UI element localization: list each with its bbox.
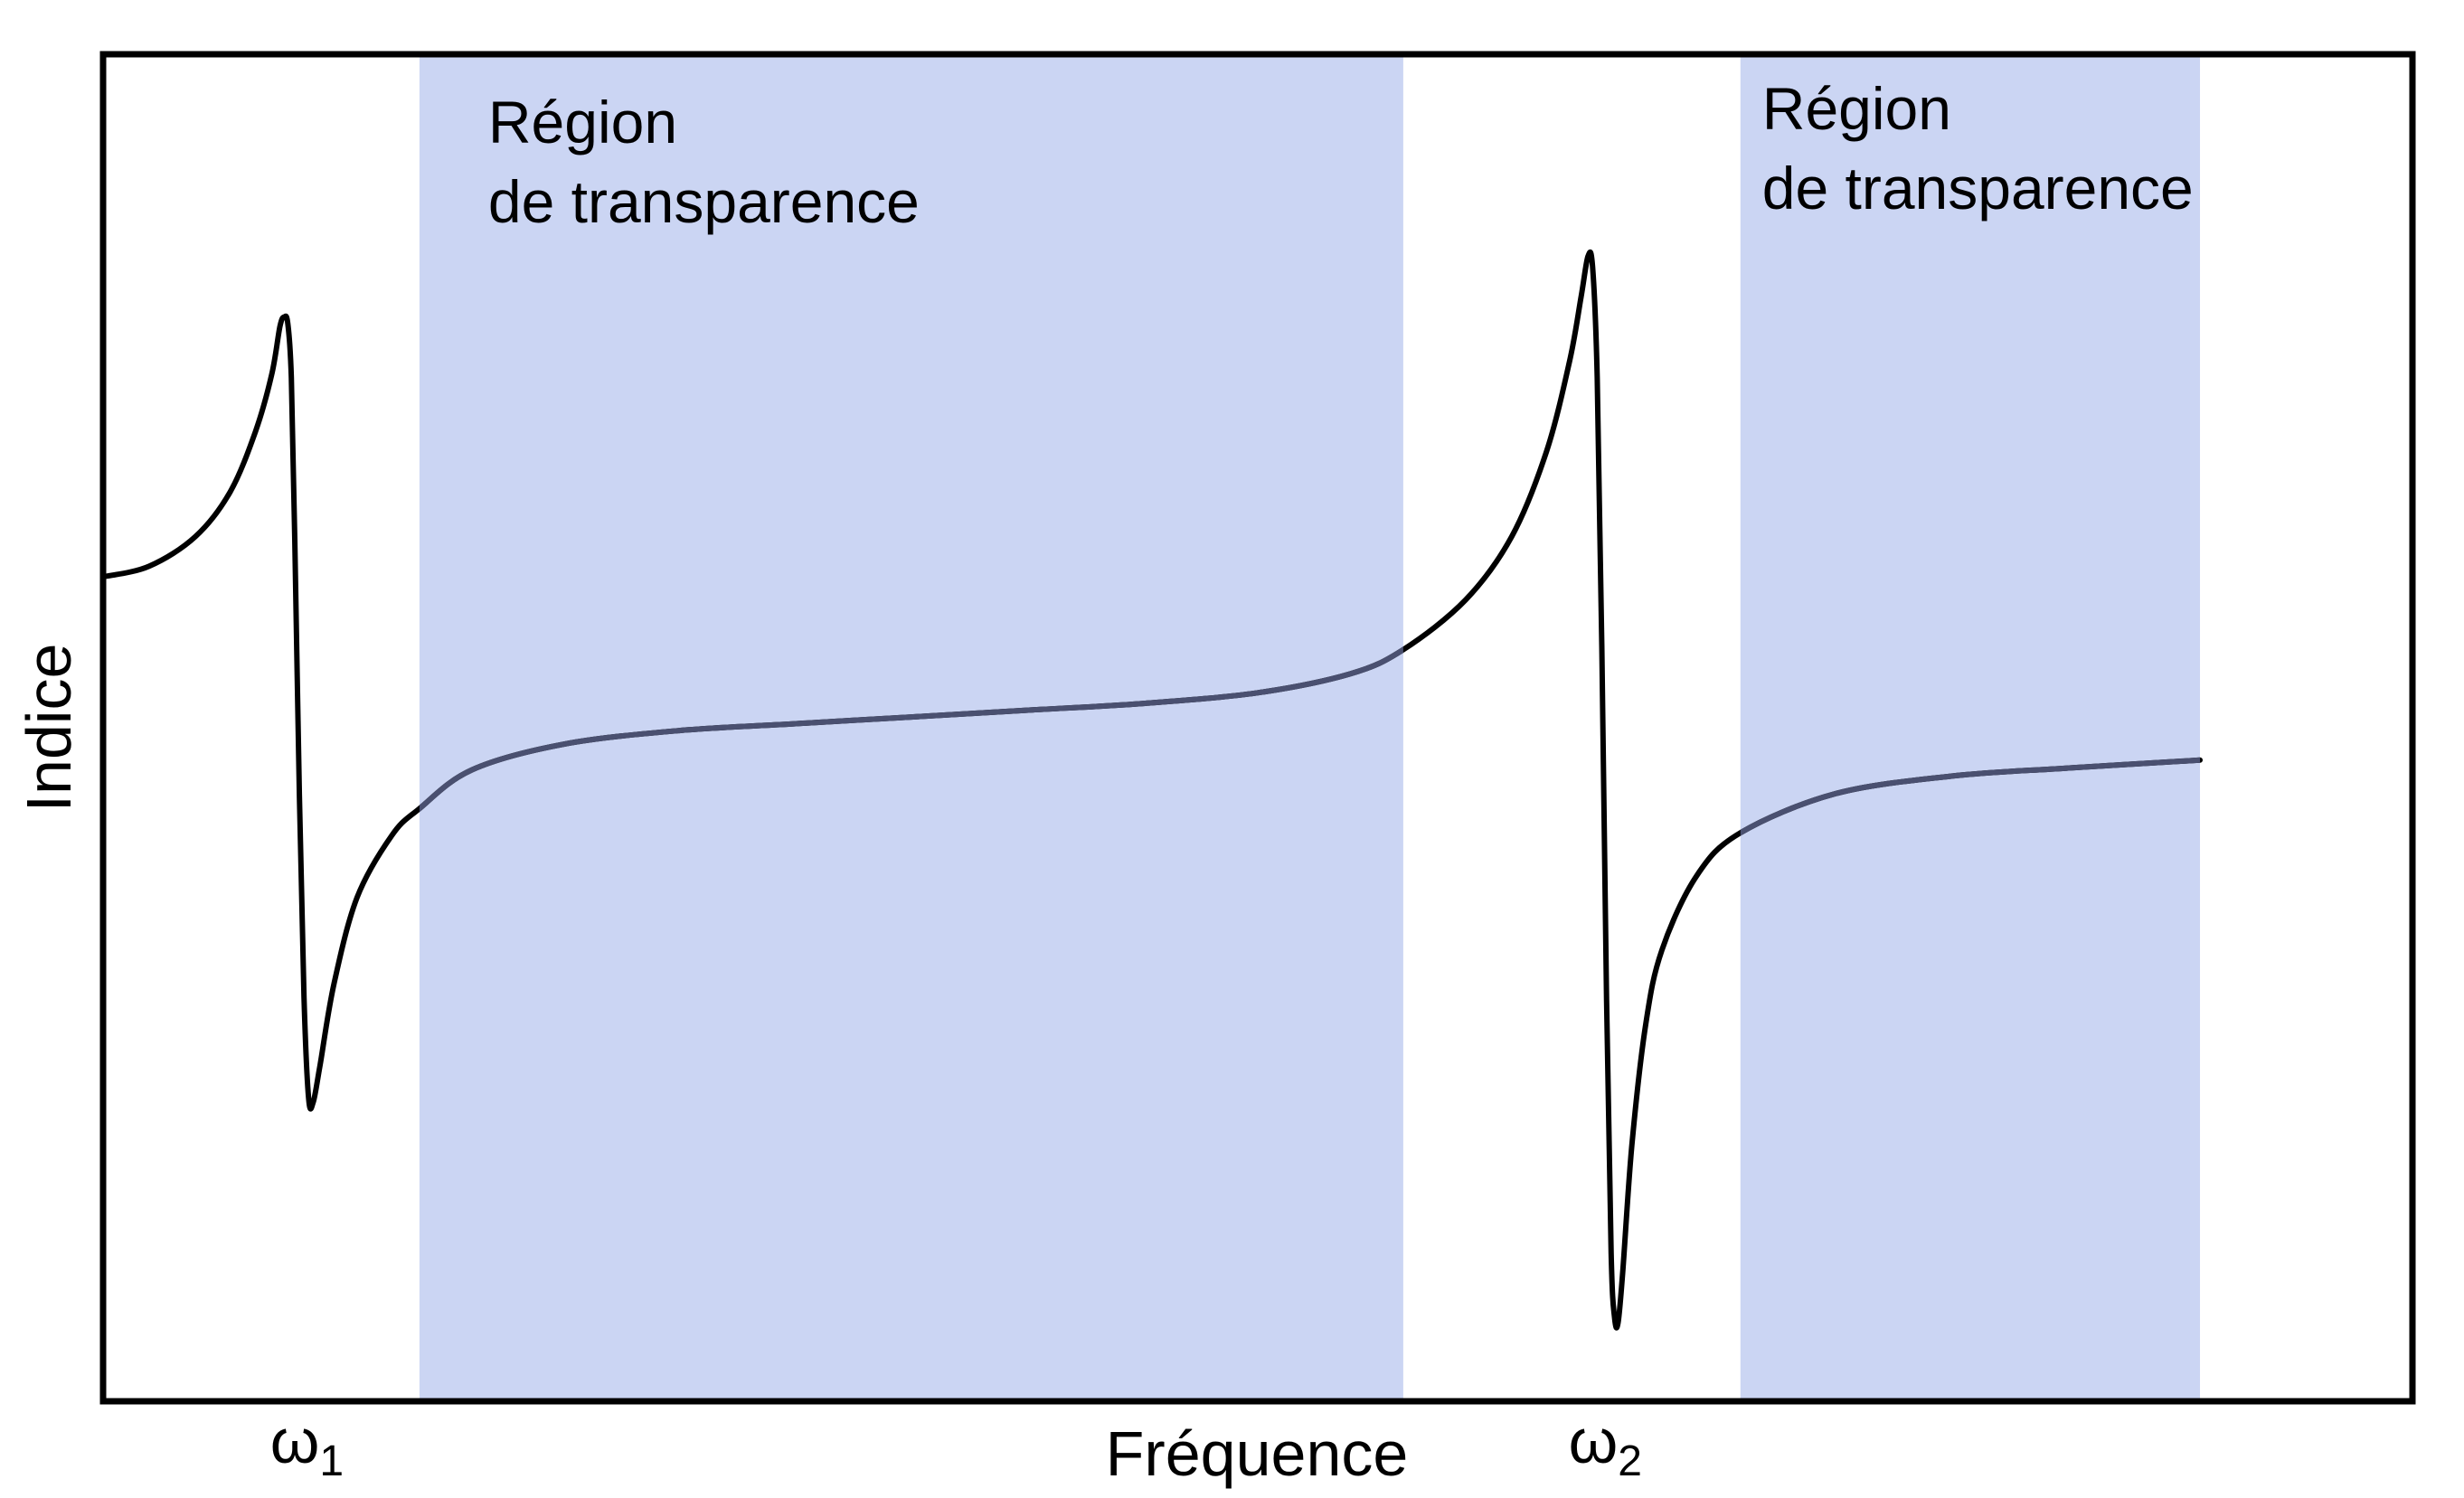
x-tick-label-omega-1: ω1 <box>270 1406 344 1485</box>
region-label-2-line2: de transparence <box>1762 155 2194 221</box>
index-curve-in-regions <box>419 646 2201 836</box>
region-label-2-line1: Région <box>1762 75 1951 142</box>
transparency-regions <box>419 54 2201 1401</box>
y-axis-label: Indice <box>14 644 84 813</box>
region-label-1-line1: Région <box>488 89 677 155</box>
transparency-region-2 <box>1740 54 2201 1401</box>
x-axis-label: Fréquence <box>1106 1418 1409 1489</box>
region-label-1-line2: de transparence <box>488 168 920 235</box>
plot-frame <box>99 51 2416 1405</box>
region-labels: Région de transparence Région de transparen… <box>488 75 2194 235</box>
transparency-region-1 <box>419 54 1403 1401</box>
x-axis-ticks: ω1 ω2 <box>270 1406 1642 1485</box>
x-tick-label-omega-2: ω2 <box>1569 1406 1642 1485</box>
index-curve-segment-region-1 <box>419 646 1403 813</box>
